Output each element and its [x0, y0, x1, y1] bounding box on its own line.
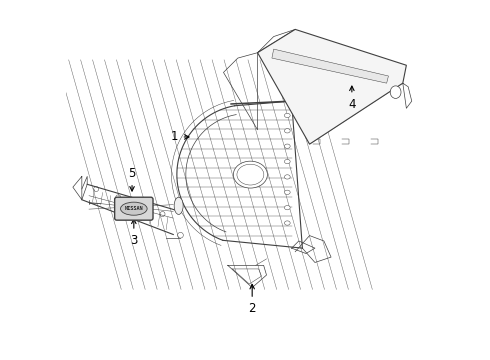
Ellipse shape	[285, 221, 290, 225]
Text: 5: 5	[128, 167, 136, 191]
Ellipse shape	[285, 113, 290, 118]
Text: 3: 3	[130, 219, 138, 247]
Ellipse shape	[174, 197, 183, 215]
Text: NISSAN: NISSAN	[124, 206, 143, 211]
Polygon shape	[272, 49, 389, 83]
Ellipse shape	[285, 144, 290, 148]
Ellipse shape	[94, 186, 98, 192]
Ellipse shape	[285, 159, 290, 164]
Ellipse shape	[160, 212, 165, 217]
Ellipse shape	[285, 190, 290, 194]
Ellipse shape	[121, 202, 147, 215]
Ellipse shape	[233, 161, 268, 188]
Ellipse shape	[390, 86, 401, 98]
FancyBboxPatch shape	[115, 197, 153, 220]
Text: 1: 1	[171, 130, 189, 144]
Ellipse shape	[285, 175, 290, 179]
Text: 4: 4	[348, 86, 356, 111]
Ellipse shape	[116, 195, 121, 200]
Text: 2: 2	[248, 284, 256, 315]
Ellipse shape	[285, 206, 290, 210]
Polygon shape	[258, 30, 406, 144]
Ellipse shape	[285, 129, 290, 133]
Ellipse shape	[237, 164, 264, 185]
Ellipse shape	[138, 203, 143, 208]
